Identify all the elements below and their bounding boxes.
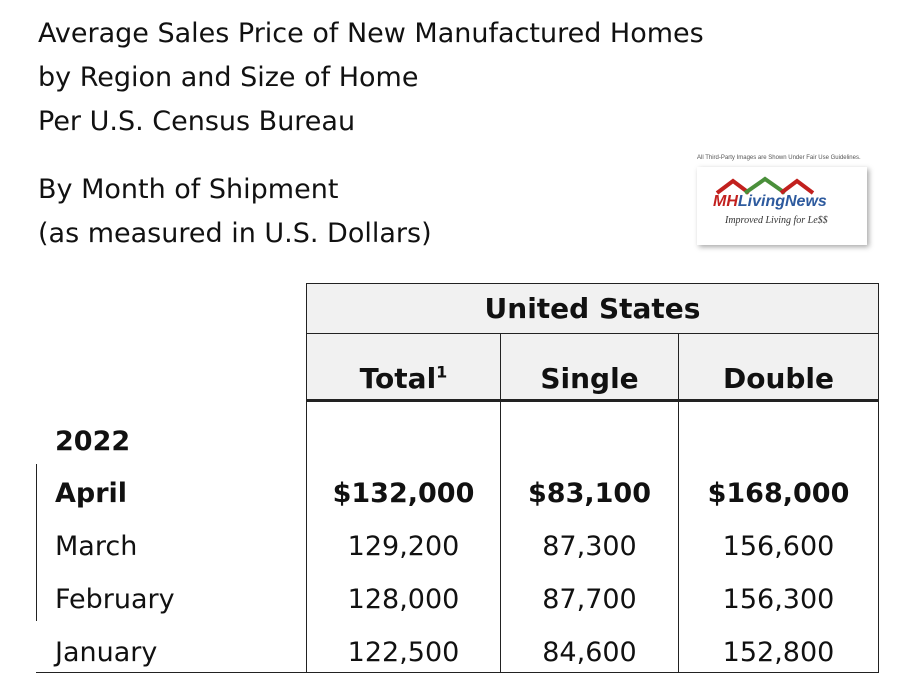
cell-february-single: 87,700 — [542, 584, 637, 615]
logo-brand: MHLivingNews — [713, 193, 827, 211]
header-bottom-border — [306, 399, 879, 402]
year-label: 2022 — [55, 426, 131, 457]
cell-april-single: $83,100 — [528, 478, 651, 509]
column-divider-2 — [678, 334, 679, 672]
column-header-total-label: Total — [359, 362, 437, 395]
fair-use-notice: All Third-Party Images are Shown Under F… — [697, 155, 861, 161]
cell-april-total: $132,000 — [332, 478, 475, 509]
houses-icon — [715, 176, 815, 195]
logo-brand-rest: LivingNews — [737, 193, 827, 210]
header-shade-cols — [307, 334, 878, 400]
title-line-2: by Region and Size of Home — [38, 62, 419, 93]
cell-march-single: 87,300 — [542, 531, 637, 562]
cell-january-double: 152,800 — [722, 637, 835, 668]
column-header-total: Total1 — [307, 362, 500, 395]
column-header-single: Single — [540, 362, 639, 395]
title-line-1: Average Sales Price of New Manufactured … — [38, 18, 704, 49]
row-label-march: March — [55, 531, 138, 562]
row-label-january: January — [55, 637, 158, 668]
cell-january-single: 84,600 — [542, 637, 637, 668]
logo-card — [697, 167, 867, 245]
table-right-border — [878, 283, 879, 672]
row-label-february: February — [55, 584, 175, 615]
row-label-left-border — [36, 464, 37, 621]
total-footnote-marker: 1 — [436, 362, 448, 382]
header-shade-top — [307, 284, 878, 334]
logo-tagline: Improved Living for Le$$ — [725, 215, 828, 226]
header-divider — [306, 333, 879, 334]
cell-march-total: 129,200 — [347, 531, 460, 562]
subtitle-block: By Month of Shipment (as measured in U.S… — [38, 168, 432, 256]
title-line-3: Per U.S. Census Bureau — [38, 106, 356, 137]
subtitle-line-1: By Month of Shipment — [38, 174, 339, 205]
cell-april-double: $168,000 — [707, 478, 850, 509]
cell-january-total: 122,500 — [347, 637, 460, 668]
cell-march-double: 156,600 — [722, 531, 835, 562]
cell-february-double: 156,300 — [722, 584, 835, 615]
table-left-border — [306, 283, 307, 672]
table-top-border — [306, 283, 879, 284]
subtitle-line-2: (as measured in U.S. Dollars) — [38, 218, 432, 249]
title-block: Average Sales Price of New Manufactured … — [38, 12, 704, 144]
column-header-double: Double — [722, 362, 835, 395]
table-bottom-border — [36, 672, 879, 673]
column-divider-1 — [500, 334, 501, 672]
row-label-april: April — [55, 478, 128, 509]
cell-february-total: 128,000 — [347, 584, 460, 615]
mhlivingnews-logo: All Third-Party Images are Shown Under F… — [697, 155, 867, 245]
logo-brand-mh: MH — [713, 193, 738, 210]
group-header: United States — [484, 292, 701, 325]
